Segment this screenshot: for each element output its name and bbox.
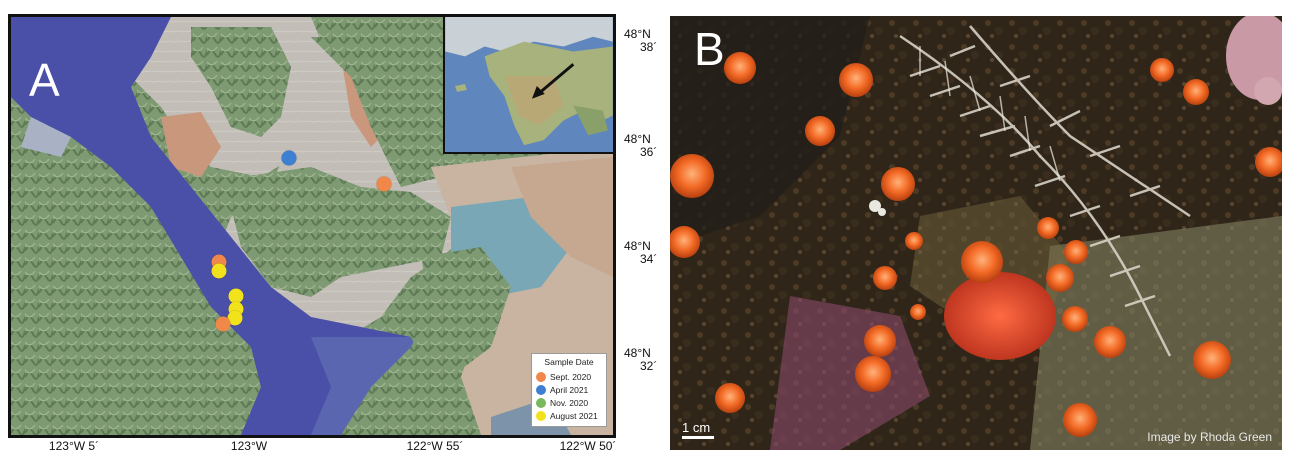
longitude-label-122w50: 122°W 50´ [559,439,617,453]
scale-bar [682,436,714,439]
latitude-degree: 48°N [624,239,651,253]
longitude-label-123w: 123°W [230,439,268,453]
legend-item-sept-2020: Sept. 2020 [536,370,602,383]
legend-item-august-2021: August 2021 [536,409,602,422]
latitude-minute: 36´ [640,145,658,159]
legend-label: Sept. 2020 [550,371,592,382]
red-sponge [944,272,1056,360]
legend-title: Sample Date [544,357,594,367]
map-panel: A Sample Date Sept. 2020 April 2021 Nov.… [8,14,616,438]
locator-inset-map [443,17,613,154]
legend-swatch [536,384,546,395]
locator-map-art [445,17,613,152]
panel-letter-a: A [29,54,60,106]
sample-point [228,288,244,304]
longitude-label-122w55: 122°W 55´ [406,439,464,453]
sample-date-legend: Sample Date Sept. 2020 April 2021 Nov. 2… [531,353,607,427]
latitude-minute: 34´ [640,252,658,266]
sample-point [211,263,227,279]
latitude-minute: 38´ [640,40,658,54]
longitude-label-123w5: 123°W 5´ [48,439,100,453]
latitude-minute: 32´ [640,359,658,373]
hydroid-colony [899,25,1191,357]
legend-swatch [536,371,546,382]
scale-bar-label: 1 cm [682,420,711,435]
legend-item-nov-2020: Nov. 2020 [536,396,602,409]
reef-photo [670,16,1282,450]
latitude-degree: 48°N [624,132,651,146]
latitude-label-48-32: 48°N 32´ [624,347,664,373]
latitude-label-48-34: 48°N 34´ [624,240,664,266]
sample-point [376,176,392,192]
photo-panel: B 1 cm Image by Rhoda Green [670,16,1282,450]
legend-label: Nov. 2020 [550,397,589,408]
legend-label: April 2021 [550,384,589,395]
legend-item-april-2021: April 2021 [536,383,602,396]
cup-corals [670,52,1282,437]
locator-arrow [534,63,575,97]
legend-swatch [536,397,546,408]
sample-point [215,316,231,332]
sample-point [227,310,243,326]
photo-credit: Image by Rhoda Green [1147,430,1272,444]
latitude-degree: 48°N [624,27,651,41]
sample-point [281,150,297,166]
latitude-label-48-36: 48°N 36´ [624,133,664,159]
panel-letter-b: B [694,23,725,75]
latitude-label-48-38: 48°N 38´ [624,28,664,54]
latitude-degree: 48°N [624,346,651,360]
legend-swatch [536,410,546,421]
legend-label: August 2021 [550,410,598,421]
